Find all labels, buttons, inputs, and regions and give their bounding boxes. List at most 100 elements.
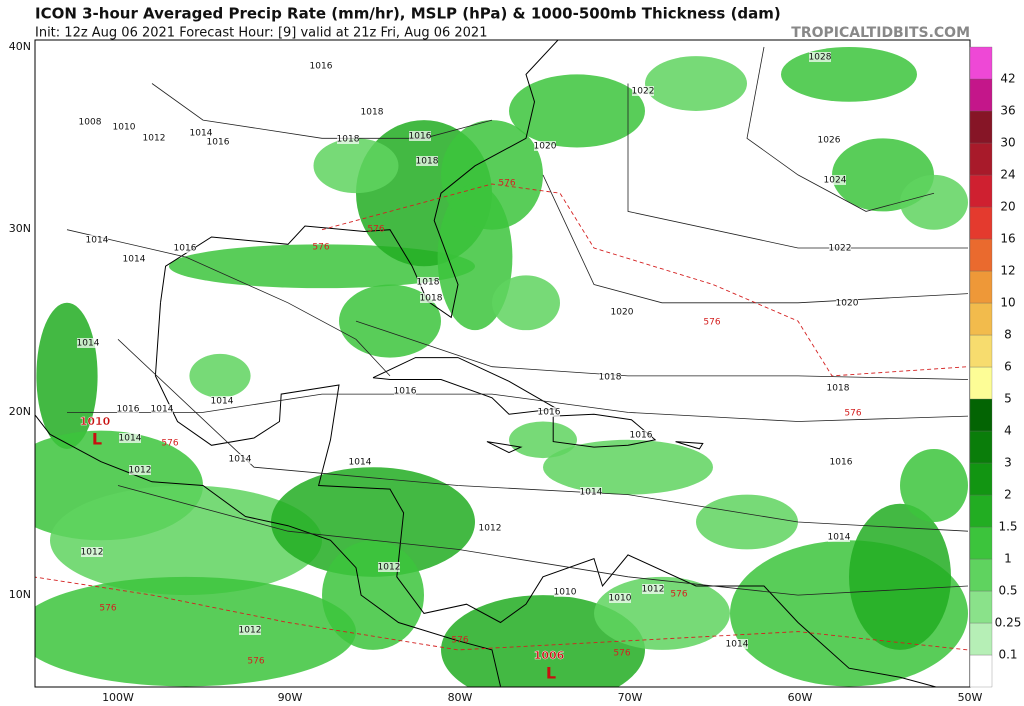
isobar-label-bg [609, 593, 631, 603]
colorbar-label: 20 [1000, 200, 1015, 214]
colorbar-label: 16 [1000, 232, 1015, 246]
isobar-label: 1018 [827, 384, 850, 394]
isobar-label-bg [378, 562, 400, 572]
isobar-label-bg [79, 117, 101, 127]
isobar-label: 1012 [479, 524, 502, 534]
isobar-label: 1014 [211, 397, 234, 407]
thickness-label: 576 [367, 225, 384, 235]
isobar-label: 1010 [554, 588, 577, 598]
isobar-label-bg [630, 430, 652, 440]
isobar [627, 83, 968, 249]
precip-area [492, 275, 560, 331]
isobar-label-bg [77, 338, 99, 348]
precip-area [645, 56, 747, 111]
colorbar-cell [969, 494, 993, 528]
isobar [746, 46, 935, 212]
precip-area [339, 284, 441, 358]
isobar-label: 1018 [420, 294, 443, 304]
lon-label: 60W [788, 691, 813, 704]
precip-area [509, 74, 645, 148]
colorbar-label: 12 [1000, 264, 1015, 278]
colorbar-label: 10 [1000, 296, 1015, 310]
colorbar-cell [969, 398, 993, 432]
isobar-label: 1014 [119, 434, 142, 444]
isobar-label: 1018 [416, 157, 439, 167]
isobar-label-bg [409, 131, 431, 141]
thickness-label: 576 [844, 409, 861, 419]
precip-area [900, 448, 968, 523]
subtitle: Init: 12z Aug 06 2021 Forecast Hour: [9]… [35, 26, 487, 41]
isobar-label-bg [361, 107, 383, 117]
isobar-label: 1016 [207, 138, 230, 148]
watermark: TROPICALTIDBITS.COM [791, 25, 970, 41]
thickness-label: 576 [498, 179, 515, 189]
isobar [117, 339, 969, 532]
isobar-label-bg [554, 587, 576, 597]
coastline [372, 357, 559, 415]
lon-label: 90W [278, 691, 303, 704]
colorbar-cell [969, 590, 993, 624]
colorbar-cell [969, 142, 993, 176]
isobar-label: 1022 [829, 244, 852, 254]
isobar-label: 1020 [611, 308, 634, 318]
thickness-label: 576 [451, 636, 468, 646]
isobar-label: 1016 [409, 132, 432, 142]
colorbar-label: 5 [1004, 392, 1012, 406]
colorbar-label: 2 [1004, 488, 1012, 502]
coastline [675, 441, 704, 450]
low-symbol: L [546, 664, 556, 683]
isobar-label-bg [580, 487, 602, 497]
colorbar-cell [969, 558, 993, 592]
colorbar-label: 30 [1000, 136, 1015, 150]
thickness-line [321, 183, 969, 377]
isobar-label-bg [207, 137, 229, 147]
isobar-label-bg [123, 254, 145, 264]
isobar-label-bg [538, 407, 560, 417]
precip-area [543, 439, 713, 495]
lon-label: 70W [618, 691, 643, 704]
isobar-label: 1014 [229, 455, 252, 465]
coastline [160, 40, 559, 319]
isobar-label-bg [174, 243, 196, 253]
lon-label: 50W [958, 691, 983, 704]
coastline [486, 441, 523, 454]
isobar-label-bg [611, 307, 633, 317]
low-pressure-value: 1006 [534, 649, 565, 662]
isobar-label-bg [829, 243, 851, 253]
isobar-label: 1016 [394, 387, 417, 397]
coastline [35, 414, 501, 687]
isobar-label-bg [417, 277, 439, 287]
isobar-label: 1014 [151, 405, 174, 415]
isobar-label: 1016 [174, 244, 197, 254]
colorbar-cell [969, 462, 993, 496]
thickness-label: 576 [312, 243, 329, 253]
isobar-label-bg [827, 383, 849, 393]
isobar-label-bg [394, 386, 416, 396]
precip-area [849, 503, 951, 650]
isobar-label-bg [119, 433, 141, 443]
colorbar-cell [969, 526, 993, 560]
isobar-label-bg [599, 372, 621, 382]
isobar-label-bg [337, 134, 359, 144]
isobar-label: 1012 [129, 466, 152, 476]
isobar-label: 1014 [123, 255, 146, 265]
coastline [154, 302, 938, 687]
thickness-label: 576 [161, 439, 178, 449]
colorbar-label: 8 [1004, 328, 1012, 342]
isobar-label: 1018 [337, 135, 360, 145]
isobar-label: 1014 [580, 488, 603, 498]
isobar-label: 1024 [824, 176, 847, 186]
isobar-label-bg [479, 523, 501, 533]
isobar-label-bg [809, 52, 831, 62]
isobar-label: 1028 [809, 53, 832, 63]
isobar-label: 1016 [630, 431, 653, 441]
isobar-label: 1012 [81, 548, 104, 558]
isobar-label-bg [229, 454, 251, 464]
isobar-label-bg [81, 547, 103, 557]
lon-label: 80W [448, 691, 473, 704]
low-pressure-value: 1010 [80, 415, 111, 428]
isobar-label-bg [726, 639, 748, 649]
isobar-label-bg [836, 298, 858, 308]
isobar-label: 1012 [143, 134, 166, 144]
